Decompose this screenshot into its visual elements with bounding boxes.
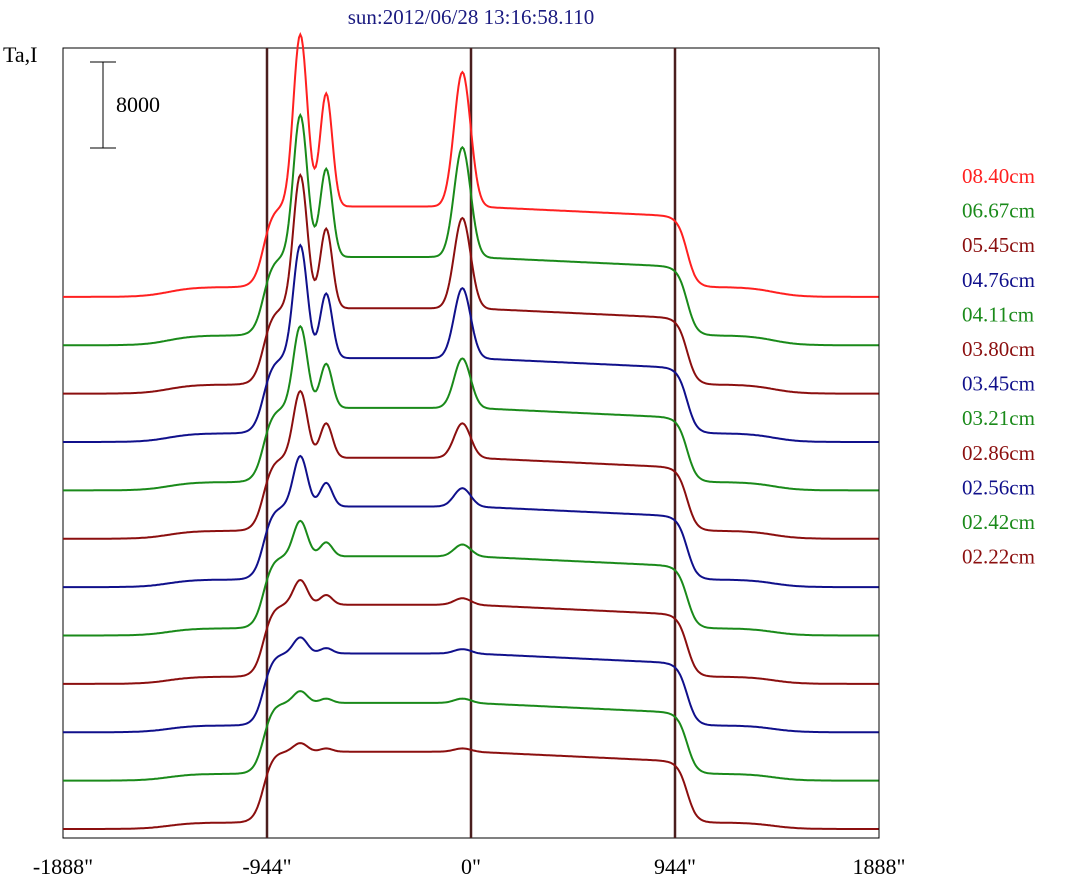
series-line-03-80cm — [63, 389, 879, 540]
chart-title: sun:2012/06/28 13:16:58.110 — [348, 5, 595, 29]
limb-lines — [265, 48, 677, 838]
scale-bar-label: 8000 — [116, 92, 160, 117]
x-tick-label: 1888" — [853, 854, 906, 879]
series-line-05-45cm — [63, 172, 879, 395]
legend-entry: 08.40cm — [962, 164, 1035, 188]
x-tick-label: -944" — [242, 854, 291, 879]
series-line-02-22cm — [63, 742, 879, 830]
legend-entry: 02.56cm — [962, 475, 1035, 499]
series-group — [63, 31, 879, 830]
legend-entry: 02.42cm — [962, 510, 1035, 534]
legend-entry: 06.67cm — [962, 199, 1035, 223]
x-tick-labels: -1888" -944" 0" 944" 1888" — [33, 854, 906, 879]
x-tick-label: -1888" — [33, 854, 93, 879]
series-line-03-21cm — [63, 519, 879, 637]
x-tick-label: 944" — [654, 854, 696, 879]
series-line-02-56cm — [63, 636, 879, 734]
legend-entry: 02.86cm — [962, 441, 1035, 465]
series-line-04-76cm — [63, 243, 879, 443]
legend-entry: 05.45cm — [962, 233, 1035, 257]
x-tick-label: 0" — [461, 854, 481, 879]
scale-bar: 8000 — [90, 61, 160, 149]
series-line-03-45cm — [63, 454, 879, 589]
legend: 08.40cm 06.67cm 05.45cm 04.76cm 04.11cm 03.80… — [962, 164, 1035, 569]
legend-entry: 02.22cm — [962, 545, 1035, 569]
series-line-08-40cm — [63, 31, 879, 298]
legend-entry: 04.76cm — [962, 268, 1035, 292]
series-line-02-86cm — [63, 578, 879, 685]
series-line-02-42cm — [63, 690, 879, 782]
legend-entry: 03.21cm — [962, 406, 1035, 430]
series-line-04-11cm — [63, 324, 879, 492]
legend-entry: 03.45cm — [962, 372, 1035, 396]
legend-entry: 04.11cm — [962, 302, 1034, 326]
series-line-06-67cm — [63, 112, 879, 347]
legend-entry: 03.80cm — [962, 337, 1035, 361]
y-axis-label: Ta,I — [3, 42, 38, 67]
